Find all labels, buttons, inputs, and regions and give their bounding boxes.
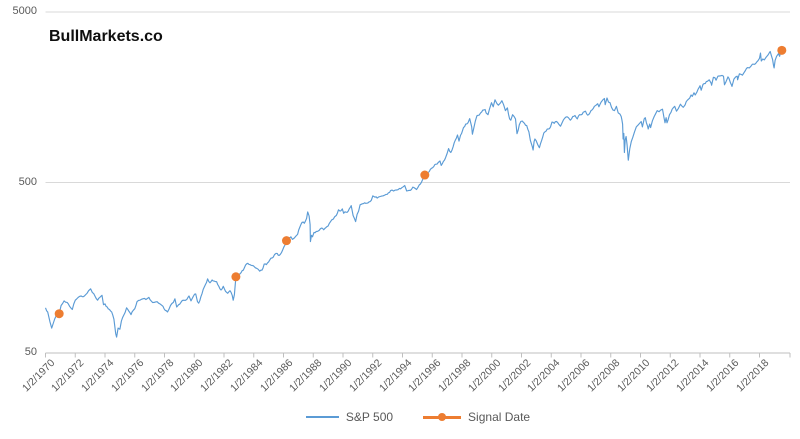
legend-label-signal-date: Signal Date (468, 410, 531, 424)
legend-item-sp500: S&P 500 (305, 410, 394, 424)
signal-marker (420, 170, 430, 180)
signal-date-swatch (423, 413, 462, 421)
signal-marker (777, 45, 787, 55)
legend-label-sp500: S&P 500 (345, 410, 394, 424)
signal-date-marker-dot (438, 413, 447, 421)
brand-title: BullMarkets.co (49, 28, 163, 45)
y-axis-label: 50 (24, 346, 37, 358)
legend: S&P 500 Signal Date (46, 410, 790, 424)
y-axis-label: 5000 (12, 5, 37, 17)
sp500-line (44, 50, 783, 338)
sp500-line-swatch (305, 416, 339, 418)
signal-marker (281, 236, 291, 246)
signal-marker (54, 309, 64, 319)
legend-item-signal-date: Signal Date (423, 410, 530, 424)
signal-marker (231, 272, 241, 282)
y-axis-label: 500 (18, 175, 37, 188)
